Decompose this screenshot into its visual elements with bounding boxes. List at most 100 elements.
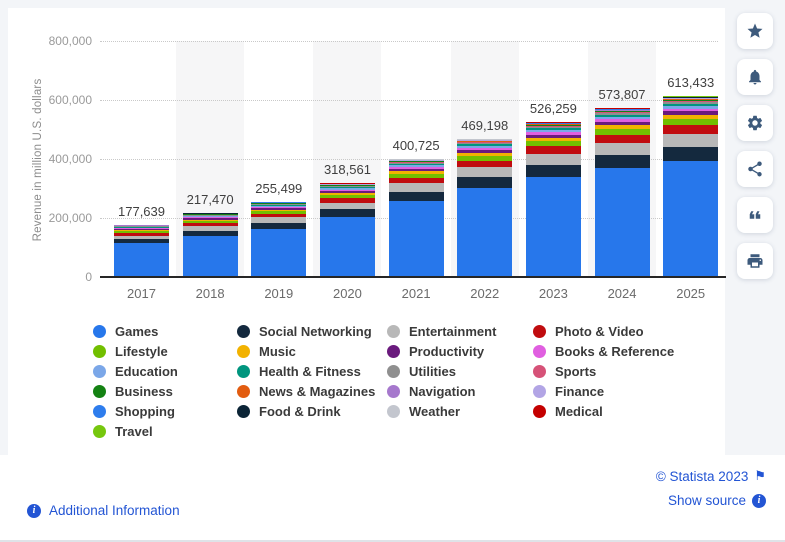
bar-segment-entertainment-2025[interactable] <box>663 134 718 147</box>
x-axis-tick-label: 2021 <box>381 286 451 301</box>
legend-color-dot <box>387 325 400 338</box>
bar-segment-games-2024[interactable] <box>595 168 650 277</box>
bar-segment-entertainment-2024[interactable] <box>595 143 650 155</box>
bar-segment-entertainment-2020[interactable] <box>320 203 375 210</box>
bar-segment-entertainment-2023[interactable] <box>526 154 581 165</box>
bar-total-label: 255,499 <box>234 181 324 196</box>
legend-item-games[interactable]: Games <box>93 324 158 339</box>
legend-item-label: Utilities <box>409 364 456 379</box>
legend-color-dot <box>387 365 400 378</box>
legend-item-education[interactable]: Education <box>93 364 178 379</box>
bar-segment-games-2017[interactable] <box>114 243 169 277</box>
legend-item-social-networking[interactable]: Social Networking <box>237 324 372 339</box>
bar-segment-games-2022[interactable] <box>457 188 512 277</box>
bar-segment-games-2020[interactable] <box>320 217 375 277</box>
additional-information-link[interactable]: i Additional Information <box>27 503 180 518</box>
bar-segment-photo-video-2023[interactable] <box>526 146 581 154</box>
legend-color-dot <box>387 345 400 358</box>
legend-item-label: Navigation <box>409 384 475 399</box>
bar-2018 <box>183 213 238 277</box>
additional-information-label: Additional Information <box>49 503 180 518</box>
legend-item-entertainment[interactable]: Entertainment <box>387 324 496 339</box>
legend-item-label: Finance <box>555 384 604 399</box>
bar-segment-games-2018[interactable] <box>183 236 238 277</box>
bar-segment-photo-video-2024[interactable] <box>595 135 650 143</box>
bar-segment-social-networking-2023[interactable] <box>526 165 581 177</box>
footer-right: © Statista 2023 ⚑ Show source i <box>656 469 766 508</box>
bar-total-label: 469,198 <box>440 118 530 133</box>
legend-item-label: Travel <box>115 424 153 439</box>
legend-color-dot <box>93 365 106 378</box>
cite-button[interactable] <box>737 197 773 233</box>
legend-item-books-reference[interactable]: Books & Reference <box>533 344 674 359</box>
legend-item-label: News & Magazines <box>259 384 375 399</box>
legend-item-news-magazines[interactable]: News & Magazines <box>237 384 375 399</box>
bar-segment-games-2025[interactable] <box>663 161 718 277</box>
bar-segment-social-networking-2021[interactable] <box>389 192 444 201</box>
show-source-label: Show source <box>668 493 746 508</box>
legend-item-label: Books & Reference <box>555 344 674 359</box>
legend-item-travel[interactable]: Travel <box>93 424 153 439</box>
legend-color-dot <box>533 325 546 338</box>
legend-item-label: Music <box>259 344 296 359</box>
bar-segment-social-networking-2025[interactable] <box>663 147 718 161</box>
bar-segment-entertainment-2022[interactable] <box>457 167 512 177</box>
bar-segment-social-networking-2020[interactable] <box>320 209 375 216</box>
x-axis-tick-label: 2020 <box>312 286 382 301</box>
legend-item-label: Entertainment <box>409 324 496 339</box>
legend-item-productivity[interactable]: Productivity <box>387 344 484 359</box>
legend-color-dot <box>387 405 400 418</box>
legend-item-shopping[interactable]: Shopping <box>93 404 175 419</box>
bar-2020 <box>320 183 375 277</box>
bar-segment-photo-video-2025[interactable] <box>663 125 718 134</box>
bar-segment-entertainment-2021[interactable] <box>389 183 444 191</box>
bar-segment-games-2021[interactable] <box>389 201 444 277</box>
statista-copyright-link[interactable]: © Statista 2023 ⚑ <box>656 469 766 484</box>
legend-color-dot <box>533 365 546 378</box>
bar-2021 <box>389 159 444 277</box>
notifications-button[interactable] <box>737 59 773 95</box>
bar-total-label: 400,725 <box>371 138 461 153</box>
y-axis-tick-label: 0 <box>22 270 92 284</box>
legend-color-dot <box>237 325 250 338</box>
legend-item-label: Games <box>115 324 158 339</box>
y-axis-tick-label: 200,000 <box>22 211 92 225</box>
legend-item-medical[interactable]: Medical <box>533 404 603 419</box>
share-icon <box>746 160 764 178</box>
star-icon <box>746 22 764 40</box>
legend-item-finance[interactable]: Finance <box>533 384 604 399</box>
legend-color-dot <box>237 385 250 398</box>
legend-item-label: Business <box>115 384 173 399</box>
legend-item-utilities[interactable]: Utilities <box>387 364 456 379</box>
quote-icon <box>746 206 764 224</box>
legend-color-dot <box>533 385 546 398</box>
share-button[interactable] <box>737 151 773 187</box>
bar-segment-social-networking-2022[interactable] <box>457 177 512 188</box>
x-axis-tick-label: 2023 <box>518 286 588 301</box>
bar-2017 <box>114 225 169 277</box>
legend-item-photo-video[interactable]: Photo & Video <box>533 324 644 339</box>
legend-item-health-fitness[interactable]: Health & Fitness <box>237 364 361 379</box>
favorite-button[interactable] <box>737 13 773 49</box>
bar-segment-games-2023[interactable] <box>526 177 581 277</box>
bar-segment-social-networking-2024[interactable] <box>595 155 650 168</box>
settings-button[interactable] <box>737 105 773 141</box>
legend-color-dot <box>93 425 106 438</box>
legend-item-business[interactable]: Business <box>93 384 173 399</box>
bar-2019 <box>251 202 306 277</box>
legend-item-music[interactable]: Music <box>237 344 296 359</box>
legend-item-lifestyle[interactable]: Lifestyle <box>93 344 168 359</box>
legend-item-navigation[interactable]: Navigation <box>387 384 475 399</box>
legend-item-food-drink[interactable]: Food & Drink <box>237 404 341 419</box>
show-source-link[interactable]: Show source i <box>668 493 766 508</box>
legend-item-weather[interactable]: Weather <box>387 404 460 419</box>
print-button[interactable] <box>737 243 773 279</box>
legend-item-sports[interactable]: Sports <box>533 364 596 379</box>
legend-item-label: Food & Drink <box>259 404 341 419</box>
y-axis-tick-label: 800,000 <box>22 34 92 48</box>
bar-2025 <box>663 96 718 277</box>
bar-segment-games-2019[interactable] <box>251 229 306 277</box>
bar-segment-photo-video-2022[interactable] <box>457 161 512 168</box>
